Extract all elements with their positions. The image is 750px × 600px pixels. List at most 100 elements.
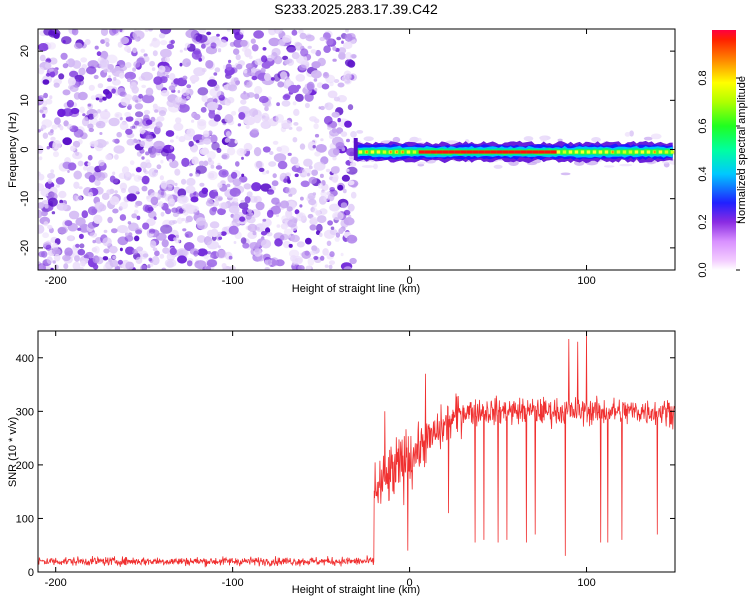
noise-blob (94, 180, 101, 186)
noise-blob (172, 100, 178, 104)
noise-blob (103, 248, 110, 254)
noise-blob (152, 247, 158, 252)
spec-ytick-label: 0 (19, 146, 31, 152)
noise-blob (114, 190, 118, 194)
band-core (472, 150, 479, 154)
noise-blob (119, 247, 123, 252)
noise-blob (65, 60, 69, 65)
noise-blob (158, 33, 166, 39)
noise-blob (276, 102, 280, 107)
noise-blob (42, 113, 46, 118)
noise-blob (62, 40, 66, 44)
noise-blob (267, 54, 274, 62)
noise-blob (98, 159, 105, 167)
noise-blob (262, 253, 271, 261)
noise-blob (50, 136, 56, 141)
band-core (616, 150, 621, 154)
noise-blob (141, 175, 150, 185)
noise-blob (141, 94, 155, 104)
noise-blob (144, 29, 149, 32)
noise-blob (148, 29, 153, 32)
noise-blob (66, 99, 74, 108)
noise-blob (103, 229, 108, 233)
snr-ytick-label: 0 (28, 567, 34, 579)
noise-blob (331, 111, 340, 118)
noise-blob (239, 30, 245, 35)
noise-blob (185, 185, 196, 194)
noise-blob (294, 42, 303, 51)
noise-blob (217, 182, 223, 189)
noise-blob (299, 143, 306, 150)
noise-blob (236, 63, 243, 70)
noise-blob (189, 74, 200, 83)
noise-blob (114, 65, 121, 71)
noise-blob (135, 99, 139, 103)
band-noise-blob (629, 130, 634, 137)
noise-blob (193, 191, 197, 196)
snr-ytick-label: 300 (16, 406, 34, 418)
noise-blob (149, 240, 157, 249)
noise-blob (338, 228, 344, 234)
noise-blob (216, 33, 220, 37)
noise-blob (109, 259, 119, 268)
colorbar-tick-label: 0.4 (697, 166, 709, 181)
noise-blob (207, 197, 213, 204)
noise-blob (69, 84, 79, 93)
noise-blob (56, 202, 68, 211)
band-core (598, 150, 603, 154)
noise-blob (135, 256, 143, 264)
noise-blob (77, 160, 84, 167)
noise-blob (120, 97, 131, 106)
noise-blob (78, 67, 86, 76)
noise-blob (154, 250, 160, 257)
noise-blob (251, 182, 262, 192)
noise-blob (261, 55, 268, 63)
noise-blob (182, 75, 188, 81)
noise-blob (45, 98, 53, 105)
noise-blob (279, 200, 290, 209)
noise-blob (168, 159, 173, 163)
noise-blob (292, 217, 298, 224)
noise-blob (78, 233, 84, 239)
noise-blob (264, 267, 270, 270)
noise-blob (209, 207, 217, 216)
noise-blob (119, 182, 128, 191)
noise-blob (213, 114, 221, 122)
noise-blob (235, 80, 240, 86)
noise-blob (143, 55, 150, 63)
noise-blob (136, 246, 144, 252)
noise-blob (241, 173, 245, 177)
noise-blob (125, 246, 135, 255)
noise-blob (141, 185, 148, 192)
noise-blob (221, 263, 227, 269)
noise-blob (160, 191, 164, 196)
noise-blob (288, 84, 300, 94)
noise-blob (246, 191, 253, 198)
noise-blob (217, 231, 222, 235)
noise-blob (249, 108, 259, 118)
noise-blob (296, 212, 306, 222)
noise-blob (158, 201, 164, 208)
band-noise-blob (603, 165, 615, 168)
noise-blob (217, 208, 226, 216)
band-noise-blob (356, 130, 364, 134)
noise-blob (241, 47, 248, 52)
band-core (496, 150, 503, 154)
noise-blob (285, 209, 293, 219)
noise-blob (273, 73, 281, 82)
noise-blob (53, 151, 59, 158)
noise-blob (323, 72, 328, 77)
noise-blob (73, 170, 82, 180)
noise-blob (328, 264, 333, 270)
noise-blob (277, 81, 285, 88)
noise-blob (102, 256, 109, 261)
noise-blob (278, 39, 286, 47)
noise-blob (226, 97, 235, 104)
noise-blob (164, 258, 177, 268)
noise-blob (94, 140, 99, 145)
noise-blob (117, 259, 123, 265)
noise-blob (325, 37, 334, 46)
noise-blob (75, 151, 80, 156)
noise-blob (206, 101, 219, 111)
